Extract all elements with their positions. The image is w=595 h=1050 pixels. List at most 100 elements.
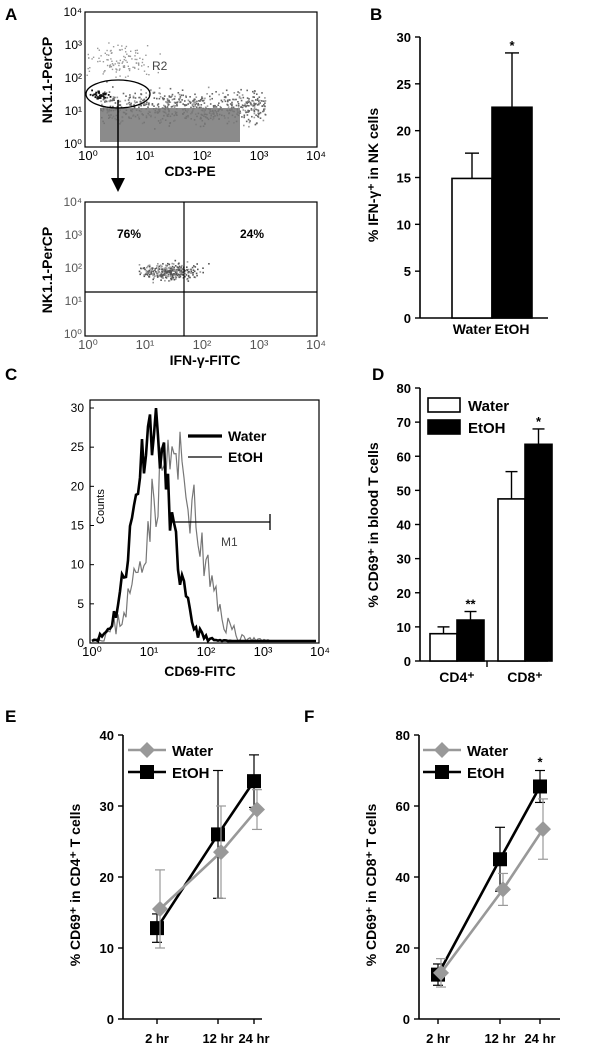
scatter-point: [141, 65, 143, 67]
scatter-point: [195, 272, 198, 275]
scatter-point: [100, 55, 102, 57]
scatter-point: [260, 100, 263, 102]
scatter-point: [160, 271, 163, 274]
scatter-point: [227, 100, 229, 103]
scatter-point: [111, 68, 114, 71]
scatter-point: [230, 104, 233, 106]
scatter-point: [131, 58, 133, 60]
scatter-point: [171, 274, 174, 276]
scatter-point: [247, 118, 250, 121]
scatter-point: [241, 106, 244, 109]
x-tick-label: Water: [453, 321, 492, 337]
y-tick-label: 30: [71, 401, 85, 415]
scatter-point: [168, 270, 170, 273]
scatter-point: [246, 104, 248, 107]
scatter-point: [253, 90, 256, 92]
series-line-water: [159, 808, 258, 910]
legend-label-etoh: EtOH: [467, 765, 505, 782]
scatter-point: [173, 98, 176, 100]
scatter-point: [123, 65, 126, 67]
scatter-point: [253, 96, 255, 98]
x-axis-label: CD69-FITC: [164, 663, 236, 679]
scatter-point: [127, 55, 130, 57]
scatter-point: [128, 97, 131, 99]
scatter-point: [248, 125, 250, 128]
series-line-etoh: [155, 780, 256, 929]
scatter-point: [158, 267, 160, 269]
scatter-point: [245, 105, 247, 108]
scatter-point: [134, 101, 136, 104]
y-tick-label: 10: [71, 558, 85, 572]
scatter-point: [124, 47, 126, 50]
scatter-point: [171, 268, 173, 270]
scatter-point: [254, 123, 257, 126]
scatter-point: [155, 267, 158, 269]
y-axis-label: % CD69⁺ in blood T cells: [365, 442, 381, 608]
scatter-point: [193, 276, 196, 278]
scatter-point: [151, 103, 154, 105]
scatter-point: [158, 268, 161, 270]
y-tick-label: 10²: [65, 261, 82, 275]
scatter-point: [148, 271, 151, 274]
scatter-point: [107, 59, 109, 61]
scatter-point: [157, 263, 159, 265]
scatter-point: [176, 274, 179, 276]
legend-label-water: Water: [172, 743, 213, 760]
scatter-point: [132, 96, 135, 99]
scatter-point: [139, 273, 141, 276]
scatter-point: [233, 92, 236, 94]
scatter-point: [167, 102, 169, 105]
scatter-point: [185, 104, 188, 106]
y-tick-label: 20: [396, 941, 410, 956]
scatter-point: [226, 103, 228, 106]
scatter-point: [155, 271, 157, 273]
scatter-point: [192, 269, 195, 271]
y-tick-label: 40: [397, 518, 411, 533]
legend-label-etoh: EtOH: [228, 449, 263, 465]
scatter-point: [148, 74, 150, 76]
flow-plot-ifng-nk: 76% 24% 10⁰ 10¹ 10² 10³ 10⁴ 10⁰10¹10²10³10⁴ …: [39, 195, 326, 368]
scatter-point: [125, 51, 127, 53]
scatter-point: [174, 102, 177, 104]
scatter-point: [98, 57, 100, 59]
y-tick-label: 10: [397, 217, 411, 232]
scatter-point: [137, 63, 140, 65]
scatter-point: [171, 269, 174, 271]
scatter-point: [194, 98, 196, 101]
scatter-point: [222, 92, 224, 94]
scatter-point: [190, 101, 192, 104]
scatter-point: [92, 56, 95, 58]
line-marks: 0 20 40 60 80 2 hr 12 hr 24 hr * Water EtOH: [396, 728, 560, 1046]
y-tick-label: 20: [71, 479, 85, 493]
scatter-point: [152, 272, 155, 274]
scatter-point: [176, 101, 178, 104]
scatter-point: [192, 100, 195, 103]
x-tick-label: 10⁴: [310, 644, 330, 659]
scatter-point: [160, 274, 162, 276]
legend-label-water: Water: [468, 398, 509, 415]
point-etoh: [211, 827, 225, 842]
scatter-point: [258, 100, 260, 102]
scatter-point: [118, 62, 121, 64]
legend-marker-water: [139, 742, 155, 758]
scatter-point: [187, 271, 189, 274]
legend-label-etoh: EtOH: [468, 420, 506, 437]
scatter-point: [259, 117, 262, 119]
scatter-point: [132, 66, 134, 68]
scatter-point: [148, 103, 150, 106]
scatter-point: [120, 106, 123, 108]
scatter-point: [143, 104, 145, 107]
scatter-point: [256, 115, 259, 117]
y-tick-label: 20: [397, 586, 411, 601]
scatter-point: [178, 93, 181, 96]
scatter-point: [179, 275, 182, 278]
scatter-point: [143, 102, 146, 105]
scatter-point: [163, 104, 165, 107]
scatter-point: [141, 61, 144, 64]
scatter-point: [138, 64, 140, 66]
scatter-point: [156, 274, 159, 277]
scatter-point: [263, 103, 265, 106]
scatter-point: [104, 99, 107, 102]
scatter-point: [102, 61, 105, 63]
scatter-point: [127, 102, 130, 105]
